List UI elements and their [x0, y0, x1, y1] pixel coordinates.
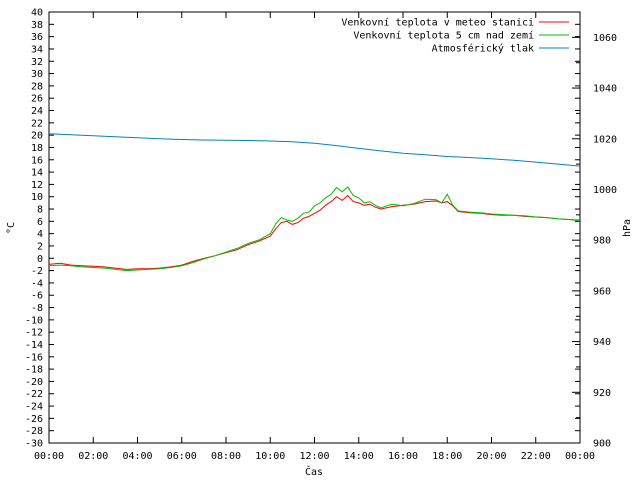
- y-tick-label: -2: [31, 266, 43, 277]
- x-tick-label: 00:00: [565, 451, 595, 462]
- y-tick-label: -12: [25, 328, 43, 339]
- y2-tick-label: 1020: [593, 134, 617, 145]
- y-tick-label: 0: [37, 254, 43, 265]
- x-tick-label: 14:00: [344, 451, 374, 462]
- y-tick-label: 6: [37, 217, 43, 228]
- x-axis-title: Čas: [305, 465, 323, 478]
- y-tick-label: 38: [31, 20, 43, 31]
- y-tick-label: 4: [37, 229, 43, 240]
- y2-tick-label: 960: [593, 286, 611, 297]
- y-tick-label: -18: [25, 365, 43, 376]
- y-tick-label: -8: [31, 303, 43, 314]
- x-tick-label: 08:00: [211, 451, 241, 462]
- y-tick-label: -24: [25, 402, 43, 413]
- y-tick-label: -28: [25, 426, 43, 437]
- series-line-1: [48, 194, 581, 270]
- series-layer: [48, 133, 581, 272]
- ticks-layer: -30-28-26-24-22-20-18-16-14-12-10-8-6-4-…: [25, 8, 617, 463]
- legend: Venkovní teplota v meteo staniciVenkovní…: [341, 17, 569, 55]
- y-tick-label: 14: [31, 168, 43, 179]
- y-tick-label: 28: [31, 81, 43, 92]
- y-tick-label: -30: [25, 439, 43, 450]
- x-tick-label: 10:00: [255, 451, 285, 462]
- y-tick-label: 24: [31, 106, 43, 117]
- y2-axis-title: hPa: [622, 219, 633, 237]
- y-tick-label: 10: [31, 192, 43, 203]
- y-tick-label: 30: [31, 69, 43, 80]
- y-tick-label: -20: [25, 377, 43, 388]
- y2-tick-label: 1040: [593, 84, 617, 95]
- y2-tick-label: 900: [593, 439, 611, 450]
- x-tick-label: 00:00: [34, 451, 64, 462]
- y2-tick-label: 1060: [593, 33, 617, 44]
- y-tick-label: 40: [31, 8, 43, 19]
- x-tick-label: 12:00: [299, 451, 329, 462]
- x-tick-label: 02:00: [78, 451, 108, 462]
- y-tick-label: 18: [31, 143, 43, 154]
- legend-entry-label: Atmosférický tlak: [432, 43, 534, 55]
- y-axis-title: °C: [6, 222, 17, 234]
- legend-entry-label: Venkovní teplota v meteo stanici: [341, 17, 534, 29]
- y-tick-label: 16: [31, 155, 43, 166]
- x-tick-label: 04:00: [122, 451, 152, 462]
- legend-entry-label: Venkovní teplota 5 cm nad zemí: [353, 30, 534, 42]
- series-line-2: [48, 186, 581, 272]
- y-tick-label: -22: [25, 389, 43, 400]
- y-tick-label: -6: [31, 291, 43, 302]
- x-tick-label: 18:00: [432, 451, 462, 462]
- x-tick-label: 22:00: [521, 451, 551, 462]
- plot-frame: [48, 11, 581, 444]
- y-tick-label: 34: [31, 44, 43, 55]
- y-tick-label: 36: [31, 32, 43, 43]
- x-tick-label: 20:00: [476, 451, 506, 462]
- y-tick-label: 26: [31, 94, 43, 105]
- y-tick-label: -4: [31, 278, 43, 289]
- y2-tick-label: 940: [593, 337, 611, 348]
- y2-tick-label: 1000: [593, 185, 617, 196]
- y-tick-label: 8: [37, 205, 43, 216]
- y-tick-label: 32: [31, 57, 43, 68]
- y-tick-label: 12: [31, 180, 43, 191]
- y-tick-label: 20: [31, 131, 43, 142]
- series-line-3: [48, 133, 581, 167]
- y2-tick-label: 920: [593, 388, 611, 399]
- x-tick-label: 16:00: [388, 451, 418, 462]
- y-tick-label: -16: [25, 352, 43, 363]
- y2-tick-label: 980: [593, 236, 611, 247]
- y-tick-label: 2: [37, 241, 43, 252]
- y-tick-label: -14: [25, 340, 43, 351]
- y-tick-label: 22: [31, 118, 43, 129]
- x-tick-label: 06:00: [167, 451, 197, 462]
- y-tick-label: -10: [25, 315, 43, 326]
- y-tick-label: -26: [25, 414, 43, 425]
